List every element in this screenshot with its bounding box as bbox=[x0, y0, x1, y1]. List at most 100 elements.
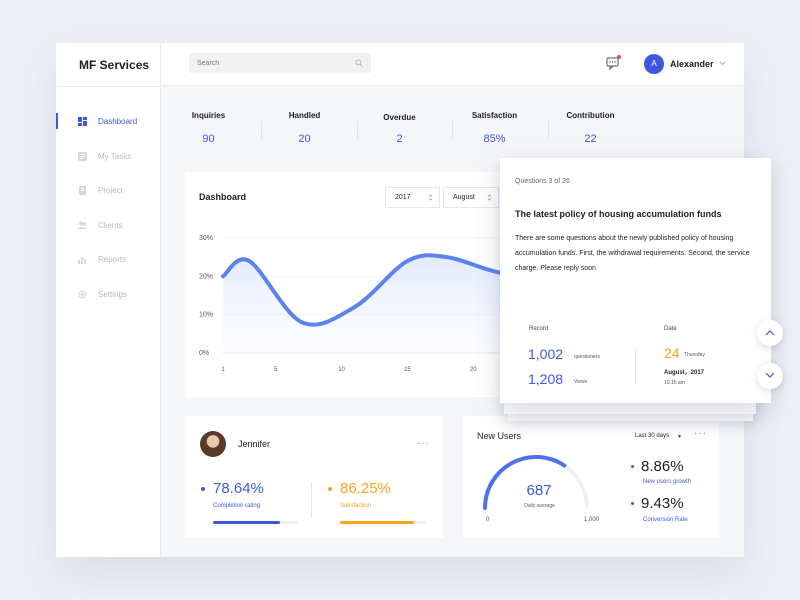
satisfaction-value: 86.25% bbox=[340, 480, 391, 497]
stat-value: 2 bbox=[396, 133, 403, 145]
data-point bbox=[406, 260, 408, 262]
chevron-down-icon bbox=[765, 372, 775, 378]
sidebar-item-settings[interactable]: Settings bbox=[56, 284, 161, 304]
y-tick-label: 10% bbox=[199, 312, 213, 319]
sidebar-item-dashboard[interactable]: Dashboard bbox=[56, 111, 161, 131]
sidebar-item-project[interactable]: Project bbox=[56, 180, 161, 200]
conversion-value: 9.43% bbox=[641, 495, 684, 512]
views-unit: Views bbox=[574, 379, 588, 385]
stat-satisfaction: Satisfaction 85% bbox=[447, 86, 542, 158]
year-select[interactable]: 2017 bbox=[385, 187, 440, 208]
growth-value: 8.86% bbox=[641, 458, 684, 475]
bullet-dot bbox=[201, 487, 205, 491]
views-value: 1,208 bbox=[528, 371, 564, 387]
top-bar: A Alexander bbox=[161, 43, 744, 86]
year-select-value: 2017 bbox=[395, 194, 411, 201]
previous-button[interactable] bbox=[757, 320, 783, 346]
satisfaction-progress-track bbox=[340, 521, 426, 524]
bullet-dot bbox=[328, 487, 332, 491]
question-counter: Questions 3 of 26 bbox=[515, 178, 570, 185]
sidebar-item-label: Project bbox=[98, 185, 123, 195]
completion-progress-fill bbox=[213, 521, 280, 524]
avatar[interactable]: A bbox=[644, 54, 664, 74]
stat-divider bbox=[452, 121, 453, 139]
data-point bbox=[446, 256, 448, 258]
active-indicator bbox=[56, 113, 58, 129]
more-options-button[interactable]: ··· bbox=[417, 438, 430, 449]
conversion-label: Conversion Rate bbox=[643, 517, 688, 523]
chevron-updown-icon bbox=[487, 194, 492, 201]
data-point bbox=[499, 272, 501, 273]
tasks-icon bbox=[78, 151, 87, 161]
x-tick-label: 10 bbox=[338, 367, 345, 373]
stat-label: Overdue bbox=[383, 113, 416, 122]
user-name[interactable]: Alexander bbox=[670, 59, 714, 69]
y-tick-label: 0% bbox=[199, 350, 209, 357]
stat-divider bbox=[357, 121, 358, 139]
gauge-chart bbox=[483, 455, 589, 510]
satisfaction-label: Satisfaction bbox=[340, 503, 372, 509]
date-weekday: Thursday bbox=[684, 352, 705, 358]
search-icon[interactable] bbox=[355, 59, 363, 67]
dashboard-icon bbox=[78, 116, 87, 126]
sidebar-item-clients[interactable]: Clients bbox=[56, 215, 161, 235]
card-divider bbox=[311, 482, 312, 518]
question-card[interactable]: Questions 3 of 26 The latest policy of h… bbox=[500, 158, 771, 403]
new-users-title: New Users bbox=[477, 431, 522, 441]
date-range-select[interactable]: Last 30 days bbox=[635, 433, 670, 439]
next-button[interactable] bbox=[757, 363, 783, 389]
y-tick-label: 30% bbox=[199, 235, 213, 242]
growth-label: New users growth bbox=[643, 479, 692, 485]
completion-progress-track bbox=[213, 521, 298, 524]
brand-name: MF Services bbox=[79, 58, 150, 72]
gauge-max: 1,000 bbox=[584, 517, 600, 523]
stat-label: Satisfaction bbox=[471, 111, 518, 120]
questioners-unit: questioners bbox=[574, 354, 600, 360]
sidebar-item-label: Clients bbox=[98, 220, 123, 230]
stat-value: 90 bbox=[202, 133, 215, 145]
stat-label: Handled bbox=[288, 111, 321, 120]
caret-down-icon[interactable]: ▼ bbox=[677, 434, 682, 440]
x-tick-label: 20 bbox=[470, 367, 477, 373]
month-select-value: August bbox=[453, 194, 475, 201]
stat-label: Inquiries bbox=[191, 111, 226, 120]
reports-icon bbox=[78, 256, 86, 264]
questioners-value: 1,002 bbox=[528, 346, 564, 362]
chevron-up-icon bbox=[765, 330, 775, 336]
date-month-year: August，2017 bbox=[664, 370, 705, 376]
search-input[interactable] bbox=[189, 53, 371, 73]
message-icon[interactable] bbox=[606, 57, 620, 70]
sidebar: MF Services Dashboard My Tasks Project C… bbox=[56, 43, 161, 557]
gear-icon bbox=[78, 289, 87, 299]
y-tick-label: 20% bbox=[199, 273, 213, 280]
x-tick-label: 1 bbox=[221, 367, 225, 373]
satisfaction-progress-fill bbox=[340, 521, 415, 524]
question-body: There are some questions about the newly… bbox=[515, 235, 750, 272]
record-label: Record bbox=[529, 326, 549, 332]
clients-icon bbox=[78, 221, 87, 229]
stat-value: 20 bbox=[298, 133, 311, 145]
stat-label: Contribution bbox=[566, 111, 615, 120]
sidebar-item-label: Reports bbox=[98, 254, 127, 264]
sidebar-item-reports[interactable]: Reports bbox=[56, 249, 161, 269]
new-users-card: New Users Last 30 days ▼ ··· 687 Daily a… bbox=[463, 416, 719, 538]
brand-divider bbox=[56, 86, 161, 87]
date-day: 24 bbox=[664, 345, 680, 361]
more-options-button[interactable]: ··· bbox=[694, 428, 707, 439]
avatar bbox=[200, 431, 226, 457]
data-point bbox=[301, 321, 303, 323]
data-point bbox=[354, 306, 356, 308]
stat-divider bbox=[548, 121, 549, 139]
bullet-dot bbox=[631, 502, 634, 505]
completion-value: 78.64% bbox=[213, 480, 264, 497]
sidebar-item-my-tasks[interactable]: My Tasks bbox=[56, 146, 161, 166]
user-performance-card: Jennifer ··· 78.64% Completion rating 86… bbox=[185, 416, 443, 538]
card-divider bbox=[635, 348, 636, 384]
month-select[interactable]: August bbox=[443, 187, 499, 208]
gauge-min: 0 bbox=[486, 517, 490, 523]
data-point bbox=[248, 260, 250, 262]
chevron-down-icon[interactable] bbox=[719, 61, 726, 66]
stat-handled: Handled 20 bbox=[257, 86, 352, 158]
gauge-fill bbox=[483, 455, 567, 510]
stats-row: Inquiries 90 Handled 20 Overdue 2 Satisf… bbox=[161, 86, 744, 158]
